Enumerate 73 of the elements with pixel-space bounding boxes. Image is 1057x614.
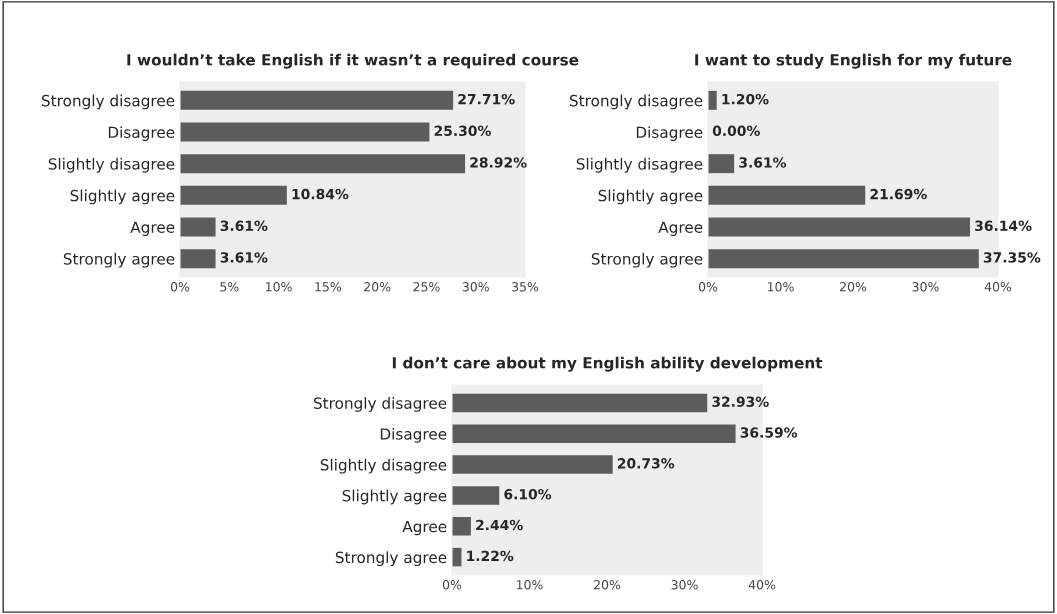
y-tick-label: Strongly agree — [335, 551, 447, 567]
data-label: 1.22% — [467, 550, 514, 562]
y-tick-label: Agree — [402, 520, 447, 536]
data-label: 36.14% — [975, 220, 1032, 232]
x-tick-label: 15% — [315, 282, 342, 292]
bar — [452, 517, 471, 536]
data-label: 6.10% — [504, 488, 552, 500]
data-label: 2.44% — [476, 519, 523, 531]
bar — [708, 185, 866, 205]
chart-title: I wouldn’t take English if it wasn’t a required course — [127, 53, 579, 69]
chart-title: I don’t care about my English ability development — [392, 356, 823, 372]
bar — [180, 249, 216, 269]
x-tick-label: 10% — [767, 282, 794, 292]
y-tick-label: Disagree — [108, 126, 175, 141]
x-tick-label: 40% — [984, 282, 1012, 292]
data-label: 3.61% — [220, 252, 268, 263]
y-tick-label: Slightly disagree — [48, 157, 175, 173]
x-tick-label: 0% — [170, 282, 190, 292]
y-tick-label: Strongly disagree — [569, 94, 703, 110]
x-tick-label: 35% — [512, 282, 539, 292]
x-tick-label: 20% — [364, 282, 391, 292]
x-tick-label: 5% — [220, 282, 239, 292]
y-tick-label: Disagree — [380, 427, 447, 443]
x-tick-label: 40% — [748, 580, 776, 590]
x-tick-label: 30% — [912, 282, 939, 292]
bar — [452, 424, 736, 443]
y-tick-label: Strongly agree — [63, 252, 175, 268]
y-tick-label: Strongly disagree — [313, 397, 447, 412]
bar — [180, 185, 287, 205]
y-tick-label: Slightly disagree — [576, 157, 703, 173]
bar — [180, 122, 430, 142]
x-tick-label: 0% — [698, 282, 718, 292]
data-label: 20.73% — [617, 458, 675, 469]
y-tick-label: Slightly agree — [598, 189, 703, 205]
data-label: 1.20% — [722, 93, 769, 105]
bar — [452, 393, 708, 413]
data-label: 37.35% — [983, 252, 1041, 263]
data-label: 21.69% — [870, 188, 927, 200]
data-label: 36.59% — [740, 427, 798, 438]
x-tick-label: 20% — [594, 580, 621, 590]
bar — [708, 249, 979, 269]
chart-title: I want to study English for my future — [695, 53, 1012, 69]
data-label: 0.00% — [712, 125, 760, 137]
y-tick-label: Agree — [130, 221, 175, 236]
y-tick-label: Slightly agree — [70, 189, 175, 205]
x-tick-label: 10% — [516, 580, 543, 590]
data-label: 27.71% — [458, 93, 515, 105]
x-tick-label: 10% — [266, 282, 292, 292]
x-tick-label: 30% — [462, 282, 489, 292]
data-label: 32.93% — [712, 396, 769, 407]
y-tick-label: Slightly disagree — [320, 458, 447, 474]
x-tick-label: 0% — [442, 580, 462, 590]
y-tick-label: Strongly disagree — [41, 94, 175, 110]
y-tick-label: Disagree — [636, 126, 703, 141]
bar — [180, 217, 216, 237]
bar — [708, 154, 735, 174]
y-tick-label: Slightly agree — [342, 489, 447, 505]
data-label: 3.61% — [220, 220, 268, 232]
data-label: 25.30% — [434, 125, 491, 137]
x-tick-label: 20% — [840, 282, 867, 292]
data-label: 10.84% — [292, 188, 349, 200]
bar — [452, 455, 613, 474]
y-tick-label: Agree — [658, 221, 703, 236]
data-label: 28.92% — [470, 157, 527, 168]
x-tick-label: 25% — [413, 282, 440, 292]
bar — [452, 486, 500, 505]
x-tick-label: 30% — [671, 580, 698, 590]
data-label: 3.61% — [739, 157, 787, 168]
bar — [708, 217, 971, 237]
y-tick-label: Strongly agree — [591, 252, 703, 268]
bar — [180, 90, 454, 110]
bar — [708, 90, 717, 110]
bar — [180, 154, 466, 174]
